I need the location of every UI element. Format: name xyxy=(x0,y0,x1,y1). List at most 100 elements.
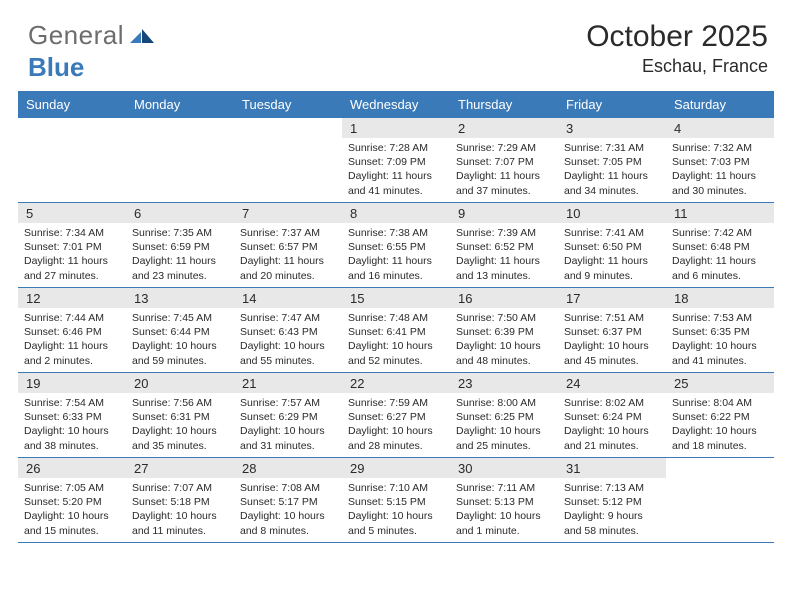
day-details: Sunrise: 7:37 AMSunset: 6:57 PMDaylight:… xyxy=(234,223,342,287)
day-number: 20 xyxy=(126,373,234,393)
day-details: Sunrise: 7:45 AMSunset: 6:44 PMDaylight:… xyxy=(126,308,234,372)
day-cell: 29Sunrise: 7:10 AMSunset: 5:15 PMDayligh… xyxy=(342,458,450,542)
day-number: 18 xyxy=(666,288,774,308)
week-row: 12Sunrise: 7:44 AMSunset: 6:46 PMDayligh… xyxy=(18,288,774,373)
day-number: 1 xyxy=(342,118,450,138)
day-number: 21 xyxy=(234,373,342,393)
day-details: Sunrise: 7:44 AMSunset: 6:46 PMDaylight:… xyxy=(18,308,126,372)
weekday-header-cell: Monday xyxy=(126,91,234,118)
empty-day xyxy=(234,118,342,138)
day-number: 10 xyxy=(558,203,666,223)
brand-name-1: General xyxy=(28,20,124,51)
day-details: Sunrise: 7:41 AMSunset: 6:50 PMDaylight:… xyxy=(558,223,666,287)
day-cell: 24Sunrise: 8:02 AMSunset: 6:24 PMDayligh… xyxy=(558,373,666,457)
day-details: Sunrise: 7:59 AMSunset: 6:27 PMDaylight:… xyxy=(342,393,450,457)
day-number: 27 xyxy=(126,458,234,478)
day-details: Sunrise: 7:50 AMSunset: 6:39 PMDaylight:… xyxy=(450,308,558,372)
calendar-grid: SundayMondayTuesdayWednesdayThursdayFrid… xyxy=(18,91,774,543)
weeks-container: 1Sunrise: 7:28 AMSunset: 7:09 PMDaylight… xyxy=(18,118,774,543)
day-details: Sunrise: 8:04 AMSunset: 6:22 PMDaylight:… xyxy=(666,393,774,457)
day-number: 30 xyxy=(450,458,558,478)
header: General October 2025 Eschau, France xyxy=(18,20,774,77)
empty-day xyxy=(18,118,126,138)
week-row: 19Sunrise: 7:54 AMSunset: 6:33 PMDayligh… xyxy=(18,373,774,458)
day-cell: 7Sunrise: 7:37 AMSunset: 6:57 PMDaylight… xyxy=(234,203,342,287)
brand-name-2-wrap: Blue xyxy=(28,52,84,83)
day-details: Sunrise: 7:48 AMSunset: 6:41 PMDaylight:… xyxy=(342,308,450,372)
day-number: 7 xyxy=(234,203,342,223)
brand-logo: General xyxy=(18,20,158,51)
day-number: 28 xyxy=(234,458,342,478)
day-cell: 10Sunrise: 7:41 AMSunset: 6:50 PMDayligh… xyxy=(558,203,666,287)
day-details: Sunrise: 7:56 AMSunset: 6:31 PMDaylight:… xyxy=(126,393,234,457)
day-details: Sunrise: 7:29 AMSunset: 7:07 PMDaylight:… xyxy=(450,138,558,202)
day-cell: 16Sunrise: 7:50 AMSunset: 6:39 PMDayligh… xyxy=(450,288,558,372)
day-number: 22 xyxy=(342,373,450,393)
brand-mark-icon xyxy=(130,25,154,43)
weekday-header-cell: Saturday xyxy=(666,91,774,118)
day-cell xyxy=(18,118,126,202)
day-details: Sunrise: 7:07 AMSunset: 5:18 PMDaylight:… xyxy=(126,478,234,542)
week-row: 5Sunrise: 7:34 AMSunset: 7:01 PMDaylight… xyxy=(18,203,774,288)
day-details: Sunrise: 7:39 AMSunset: 6:52 PMDaylight:… xyxy=(450,223,558,287)
month-title: October 2025 xyxy=(586,20,768,54)
day-cell: 23Sunrise: 8:00 AMSunset: 6:25 PMDayligh… xyxy=(450,373,558,457)
day-number: 31 xyxy=(558,458,666,478)
day-number: 11 xyxy=(666,203,774,223)
day-number: 2 xyxy=(450,118,558,138)
week-row: 26Sunrise: 7:05 AMSunset: 5:20 PMDayligh… xyxy=(18,458,774,543)
weekday-header-row: SundayMondayTuesdayWednesdayThursdayFrid… xyxy=(18,91,774,118)
day-cell: 14Sunrise: 7:47 AMSunset: 6:43 PMDayligh… xyxy=(234,288,342,372)
day-details: Sunrise: 7:54 AMSunset: 6:33 PMDaylight:… xyxy=(18,393,126,457)
day-cell: 9Sunrise: 7:39 AMSunset: 6:52 PMDaylight… xyxy=(450,203,558,287)
day-details: Sunrise: 7:35 AMSunset: 6:59 PMDaylight:… xyxy=(126,223,234,287)
weekday-header-cell: Wednesday xyxy=(342,91,450,118)
week-row: 1Sunrise: 7:28 AMSunset: 7:09 PMDaylight… xyxy=(18,118,774,203)
day-details: Sunrise: 7:53 AMSunset: 6:35 PMDaylight:… xyxy=(666,308,774,372)
day-number: 8 xyxy=(342,203,450,223)
title-block: October 2025 Eschau, France xyxy=(586,20,774,77)
day-cell: 19Sunrise: 7:54 AMSunset: 6:33 PMDayligh… xyxy=(18,373,126,457)
day-number: 14 xyxy=(234,288,342,308)
day-details: Sunrise: 7:13 AMSunset: 5:12 PMDaylight:… xyxy=(558,478,666,542)
day-cell: 1Sunrise: 7:28 AMSunset: 7:09 PMDaylight… xyxy=(342,118,450,202)
day-cell: 21Sunrise: 7:57 AMSunset: 6:29 PMDayligh… xyxy=(234,373,342,457)
day-cell: 4Sunrise: 7:32 AMSunset: 7:03 PMDaylight… xyxy=(666,118,774,202)
day-details: Sunrise: 7:32 AMSunset: 7:03 PMDaylight:… xyxy=(666,138,774,202)
day-cell: 11Sunrise: 7:42 AMSunset: 6:48 PMDayligh… xyxy=(666,203,774,287)
day-number: 16 xyxy=(450,288,558,308)
day-number: 5 xyxy=(18,203,126,223)
day-number: 29 xyxy=(342,458,450,478)
day-number: 3 xyxy=(558,118,666,138)
day-cell: 22Sunrise: 7:59 AMSunset: 6:27 PMDayligh… xyxy=(342,373,450,457)
day-cell: 28Sunrise: 7:08 AMSunset: 5:17 PMDayligh… xyxy=(234,458,342,542)
day-cell: 2Sunrise: 7:29 AMSunset: 7:07 PMDaylight… xyxy=(450,118,558,202)
day-number: 13 xyxy=(126,288,234,308)
location-label: Eschau, France xyxy=(586,56,768,77)
weekday-header-cell: Tuesday xyxy=(234,91,342,118)
day-details: Sunrise: 8:00 AMSunset: 6:25 PMDaylight:… xyxy=(450,393,558,457)
day-details: Sunrise: 7:57 AMSunset: 6:29 PMDaylight:… xyxy=(234,393,342,457)
weekday-header-cell: Sunday xyxy=(18,91,126,118)
day-number: 4 xyxy=(666,118,774,138)
day-number: 17 xyxy=(558,288,666,308)
day-cell: 8Sunrise: 7:38 AMSunset: 6:55 PMDaylight… xyxy=(342,203,450,287)
day-cell: 30Sunrise: 7:11 AMSunset: 5:13 PMDayligh… xyxy=(450,458,558,542)
brand-name-2: Blue xyxy=(28,52,84,82)
day-cell: 6Sunrise: 7:35 AMSunset: 6:59 PMDaylight… xyxy=(126,203,234,287)
day-details: Sunrise: 7:28 AMSunset: 7:09 PMDaylight:… xyxy=(342,138,450,202)
day-cell xyxy=(666,458,774,542)
day-cell: 17Sunrise: 7:51 AMSunset: 6:37 PMDayligh… xyxy=(558,288,666,372)
day-cell: 26Sunrise: 7:05 AMSunset: 5:20 PMDayligh… xyxy=(18,458,126,542)
day-details: Sunrise: 7:31 AMSunset: 7:05 PMDaylight:… xyxy=(558,138,666,202)
day-details: Sunrise: 8:02 AMSunset: 6:24 PMDaylight:… xyxy=(558,393,666,457)
day-details: Sunrise: 7:38 AMSunset: 6:55 PMDaylight:… xyxy=(342,223,450,287)
day-details: Sunrise: 7:47 AMSunset: 6:43 PMDaylight:… xyxy=(234,308,342,372)
day-cell: 3Sunrise: 7:31 AMSunset: 7:05 PMDaylight… xyxy=(558,118,666,202)
day-details: Sunrise: 7:11 AMSunset: 5:13 PMDaylight:… xyxy=(450,478,558,542)
day-details: Sunrise: 7:42 AMSunset: 6:48 PMDaylight:… xyxy=(666,223,774,287)
day-details: Sunrise: 7:34 AMSunset: 7:01 PMDaylight:… xyxy=(18,223,126,287)
day-cell: 31Sunrise: 7:13 AMSunset: 5:12 PMDayligh… xyxy=(558,458,666,542)
day-cell: 13Sunrise: 7:45 AMSunset: 6:44 PMDayligh… xyxy=(126,288,234,372)
day-number: 19 xyxy=(18,373,126,393)
